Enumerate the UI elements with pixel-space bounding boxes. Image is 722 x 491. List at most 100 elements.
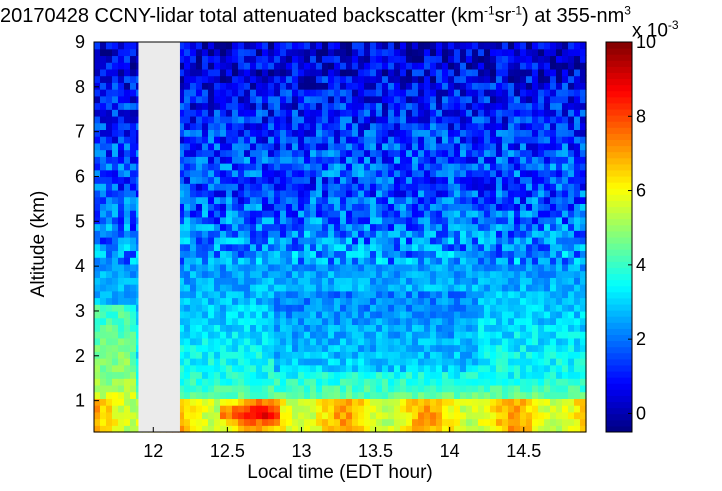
heatmap-cell <box>328 203 335 211</box>
heatmap-cell <box>202 277 209 285</box>
heatmap-cell <box>334 297 341 305</box>
heatmap-cell <box>196 358 203 366</box>
heatmap-cell <box>118 418 125 426</box>
heatmap-cell <box>382 405 389 413</box>
heatmap-cell <box>490 216 497 225</box>
heatmap-cell <box>94 250 101 258</box>
heatmap-cell <box>268 237 275 245</box>
heatmap-cell <box>478 129 485 137</box>
heatmap-cell <box>340 163 347 171</box>
heatmap-cell <box>106 122 113 131</box>
heatmap-cell <box>364 371 371 379</box>
heatmap-cell <box>550 102 557 110</box>
heatmap-cell <box>196 189 203 198</box>
heatmap-cell <box>436 82 443 90</box>
heatmap-cell <box>412 42 419 50</box>
heatmap-cell <box>268 55 275 63</box>
heatmap-cell <box>388 250 395 258</box>
heatmap-cell <box>436 344 443 352</box>
heatmap-cell <box>556 290 563 299</box>
heatmap-cell <box>310 405 317 413</box>
heatmap-cell <box>244 304 251 312</box>
heatmap-cell <box>220 109 227 117</box>
heatmap-cell <box>370 324 377 332</box>
heatmap-cell <box>418 237 425 245</box>
heatmap-cell <box>334 418 341 426</box>
heatmap-cell <box>358 411 365 420</box>
heatmap-cell <box>208 75 215 83</box>
heatmap-cell <box>310 297 317 305</box>
heatmap-cell <box>178 42 185 50</box>
heatmap-cell <box>238 102 245 110</box>
heatmap-cell <box>298 163 305 171</box>
heatmap-cell <box>406 284 413 292</box>
heatmap-cell <box>304 337 311 346</box>
heatmap-cell <box>556 310 563 319</box>
heatmap-cell <box>334 237 341 245</box>
heatmap-cell <box>268 142 275 151</box>
heatmap-cell <box>190 149 197 157</box>
heatmap-cell <box>400 55 407 63</box>
heatmap-cell <box>448 129 455 137</box>
heatmap-cell <box>562 411 569 420</box>
heatmap-cell <box>214 344 221 352</box>
heatmap-cell <box>214 405 221 413</box>
heatmap-cell <box>544 237 551 245</box>
heatmap-cell <box>364 75 371 83</box>
heatmap-cell <box>280 405 287 413</box>
heatmap-cell <box>196 95 203 104</box>
heatmap-cell <box>214 109 221 117</box>
heatmap-cell <box>298 122 305 131</box>
heatmap-cell <box>370 277 377 285</box>
heatmap-cell <box>358 68 365 77</box>
heatmap-cell <box>346 169 353 178</box>
heatmap-cell <box>562 216 569 225</box>
heatmap-cell <box>352 257 359 265</box>
heatmap-cell <box>364 237 371 245</box>
heatmap-cell <box>196 82 203 90</box>
heatmap-cell <box>346 250 353 258</box>
heatmap-cell <box>466 183 473 191</box>
heatmap-cell <box>190 284 197 292</box>
heatmap-cell <box>376 62 383 70</box>
heatmap-cell <box>334 398 341 406</box>
heatmap-cell <box>532 156 539 164</box>
heatmap-cell <box>250 82 257 90</box>
heatmap-cell <box>118 331 125 339</box>
heatmap-cell <box>124 176 131 184</box>
heatmap-cell <box>442 344 449 352</box>
heatmap-cell <box>130 68 137 77</box>
heatmap-cell <box>292 364 299 373</box>
heatmap-cell <box>208 183 215 191</box>
heatmap-cell <box>232 337 239 346</box>
heatmap-cell <box>484 203 491 211</box>
heatmap-cell <box>196 183 203 191</box>
heatmap-cell <box>364 310 371 319</box>
heatmap-cell <box>496 237 503 245</box>
heatmap-cell <box>526 310 533 319</box>
heatmap-cell <box>394 223 401 231</box>
heatmap-cell <box>112 189 119 198</box>
heatmap-cell <box>262 142 269 151</box>
heatmap-cell <box>388 371 395 379</box>
heatmap-cell <box>352 82 359 90</box>
heatmap-cell <box>568 391 575 399</box>
heatmap-cell <box>382 68 389 77</box>
heatmap-cell <box>574 48 581 57</box>
heatmap-cell <box>262 183 269 191</box>
heatmap-cell <box>232 237 239 245</box>
heatmap-cell <box>370 95 377 104</box>
colorbar-step <box>606 78 632 86</box>
heatmap-cell <box>460 115 467 124</box>
heatmap-cell <box>226 317 233 326</box>
heatmap-cell <box>484 210 491 218</box>
heatmap-cell <box>310 364 317 373</box>
heatmap-cell <box>232 358 239 366</box>
heatmap-cell <box>388 75 395 83</box>
heatmap-cell <box>508 243 515 252</box>
heatmap-cell <box>424 344 431 352</box>
heatmap-cell <box>520 183 527 191</box>
heatmap-cell <box>106 216 113 225</box>
heatmap-cell <box>202 250 209 258</box>
heatmap-cell <box>448 115 455 124</box>
